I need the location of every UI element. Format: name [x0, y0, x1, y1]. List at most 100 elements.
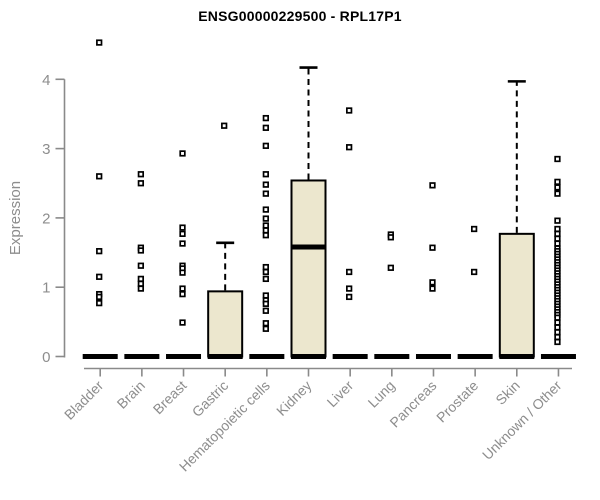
outlier-point [554, 324, 561, 331]
outlier-point [179, 230, 186, 237]
outlier-point [179, 240, 186, 247]
outlier-point [470, 225, 478, 233]
zero-median-bar [457, 354, 493, 359]
outlier-point [554, 319, 561, 326]
x-axis-category-label: Brain [114, 377, 148, 411]
outlier-point [96, 39, 103, 46]
outlier-point [179, 150, 186, 157]
outlier-point [179, 290, 186, 298]
x-axis-category-label: Unknown / Other [479, 377, 565, 463]
outlier-point [96, 173, 103, 180]
outlier-point [262, 300, 269, 307]
box [207, 290, 244, 358]
zero-median-bar [374, 354, 410, 359]
outlier-point [346, 293, 353, 301]
outlier-point [96, 248, 103, 255]
outlier-point [137, 262, 145, 269]
outlier-point [262, 222, 269, 229]
outlier-point [262, 171, 269, 178]
y-axis-tick-label: 3 [42, 141, 50, 158]
outlier-point [96, 293, 103, 301]
outlier-point [554, 217, 561, 224]
outlier-point [137, 280, 145, 287]
outlier-point [346, 285, 353, 292]
box [290, 179, 327, 358]
outlier-point [137, 247, 145, 254]
x-axis-category-label: Kidney [273, 377, 315, 419]
zero-median-bar [82, 354, 118, 359]
zero-median-bar [291, 354, 326, 359]
outlier-point [137, 275, 145, 283]
outlier-point [262, 227, 269, 234]
y-axis-title: Expression [7, 181, 24, 255]
zero-median-bar [249, 354, 285, 359]
zero-median-bar [499, 354, 535, 359]
outlier-point [387, 234, 394, 241]
outlier-point [137, 180, 145, 187]
outlier-point [346, 144, 353, 151]
outlier-point [554, 178, 561, 186]
y-axis-tick-label: 0 [42, 349, 50, 366]
y-axis-tick-label: 1 [42, 280, 50, 297]
chart-title: ENSG00000229500 - RPL17P1 [198, 8, 402, 24]
outlier-point [96, 273, 103, 280]
outlier-point [262, 215, 269, 222]
outlier-point [554, 230, 561, 237]
outlier-point [137, 171, 145, 178]
outlier-point [262, 275, 269, 283]
outlier-point [262, 232, 269, 239]
x-axis-category-label: Breast [150, 377, 190, 417]
zero-median-bar [207, 354, 243, 359]
outlier-point [221, 122, 228, 129]
outlier-point [262, 307, 269, 314]
outlier-point [429, 285, 436, 292]
x-axis-category-label: Liver [324, 377, 357, 410]
outlier-point [429, 279, 436, 286]
outlier-point [179, 319, 186, 326]
outlier-point [346, 107, 353, 114]
zero-median-bar [415, 354, 451, 359]
outlier-point [179, 224, 186, 231]
outlier-point [429, 244, 436, 251]
outlier-point [262, 292, 269, 299]
outlier-point [387, 264, 394, 271]
zero-median-bar [540, 354, 576, 359]
outlier-point [554, 225, 561, 233]
zero-median-bar [124, 354, 160, 359]
box [498, 232, 535, 358]
outlier-point [137, 285, 145, 292]
outlier-point [554, 155, 561, 163]
outlier-point [262, 268, 269, 276]
outlier-point [262, 142, 269, 149]
zero-median-bar [166, 354, 202, 359]
outlier-point [96, 299, 103, 307]
x-axis-category-label: Lung [365, 377, 398, 410]
zero-median-bar [332, 354, 368, 359]
outlier-point [262, 181, 269, 188]
outlier-point [179, 285, 186, 292]
outlier-point [262, 206, 269, 213]
outlier-point [554, 235, 561, 242]
outlier-point [262, 263, 269, 271]
x-axis-category-label: Skin [492, 377, 523, 408]
y-axis-tick-label: 2 [42, 210, 50, 227]
outlier-point [262, 114, 269, 122]
outlier-point [262, 325, 269, 332]
outlier-point [346, 268, 353, 276]
outlier-point [554, 190, 561, 197]
outlier-point [262, 320, 269, 327]
outlier-point [554, 338, 561, 346]
outlier-point [554, 333, 561, 341]
outlier-point [554, 240, 561, 247]
outlier-point [470, 268, 478, 276]
median-line [291, 244, 326, 250]
outlier-point [554, 314, 561, 321]
y-axis-tick-label: 4 [42, 72, 50, 89]
outlier-point [554, 329, 561, 336]
x-axis-category-label: Bladder [61, 377, 107, 423]
outlier-point [262, 124, 269, 131]
outlier-point [429, 182, 436, 189]
outlier-point [179, 269, 186, 276]
